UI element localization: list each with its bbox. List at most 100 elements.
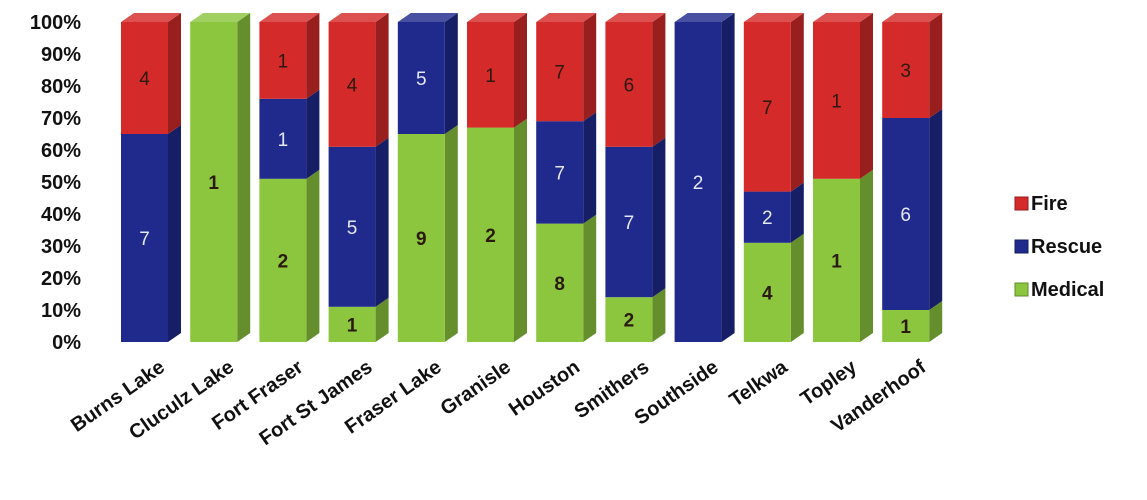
legend-swatch [1014, 282, 1029, 297]
bar-segment-side [790, 13, 804, 192]
y-tick-label: 40% [41, 204, 81, 226]
data-label: 1 [831, 91, 842, 112]
bar-segment-side [375, 297, 389, 342]
legend-label: Medical [1031, 279, 1104, 301]
bar-top [605, 13, 666, 22]
bar-group: 21 [467, 13, 527, 342]
bar-group: 4 2 7 [743, 13, 804, 342]
bar-segment [259, 22, 307, 99]
bar-group: 11 [813, 13, 873, 342]
bar-segment [743, 191, 791, 243]
data-label: 7 [554, 63, 565, 84]
bar-segment-side [306, 13, 320, 99]
data-label: 4 [762, 283, 773, 304]
y-tick-label: 10% [41, 300, 81, 322]
x-category-label: Houston [505, 356, 584, 421]
bar-segment-side [514, 118, 527, 342]
bar-segment-side [652, 137, 666, 298]
data-label: 7 [554, 163, 565, 184]
bar-segment-side [375, 13, 389, 147]
bar-segment-side [929, 109, 943, 310]
bar-segment [397, 134, 445, 342]
bar-top [743, 13, 804, 22]
data-label: 7 [139, 229, 150, 250]
bar-top [674, 13, 735, 22]
bar-top [190, 13, 251, 22]
legend-swatch [1014, 239, 1029, 254]
bar-segment [882, 118, 930, 310]
data-label: 1 [208, 173, 219, 194]
bar-segment-side [444, 13, 458, 134]
bar-segment [536, 22, 584, 122]
bar-segment-side [375, 137, 389, 307]
bar-segment [121, 22, 168, 134]
y-tick-label: 30% [41, 236, 81, 258]
data-label: 4 [347, 75, 358, 96]
data-label: 2 [762, 208, 773, 229]
data-label: 3 [900, 61, 911, 82]
bar-segment [328, 146, 376, 307]
y-tick-label: 60% [41, 140, 81, 162]
data-label: 1 [831, 251, 842, 272]
data-label: 2 [624, 311, 635, 332]
bar-segment [121, 134, 168, 342]
bar-segment-side [790, 182, 804, 243]
legend-label: Rescue [1031, 236, 1102, 258]
bar-segment [259, 98, 307, 179]
data-label: 1 [347, 315, 358, 336]
bar-segment [674, 22, 722, 342]
bar-segment-side [514, 13, 527, 128]
data-label: 6 [900, 205, 911, 226]
bar-group: 2 7 6 [605, 13, 666, 342]
bar-segment [605, 22, 653, 147]
bar-top [328, 13, 389, 22]
bar-segment-side [652, 288, 666, 342]
bar-segment [605, 146, 653, 298]
bar-segment-side [168, 125, 181, 342]
bar-segment [328, 306, 376, 342]
bar-group: 95 [397, 13, 458, 342]
bar-segment-side [237, 13, 251, 342]
bar-segment-side [306, 169, 320, 342]
data-label: 4 [139, 69, 150, 90]
bar-segment [467, 22, 514, 128]
bar-segment [328, 22, 376, 147]
y-tick-label: 100% [30, 12, 81, 34]
bar-segment [813, 22, 860, 179]
data-label: 1 [485, 66, 496, 87]
bar-segment-side [583, 13, 597, 122]
y-tick-label: 0% [52, 332, 81, 354]
bar-group: 1 5 4 [328, 13, 389, 342]
data-label: 1 [278, 51, 289, 72]
data-label: 7 [624, 213, 635, 234]
x-category-label: Granisle [437, 356, 515, 420]
y-tick-label: 80% [41, 76, 81, 98]
bar-group: 2 [674, 13, 735, 342]
bar-segment-side [790, 233, 804, 342]
bar-segment [605, 297, 653, 342]
bar-top [467, 13, 527, 22]
data-label: 6 [624, 75, 635, 96]
data-label: 1 [278, 130, 289, 151]
bar-segment [882, 310, 930, 342]
bar-segment-side [860, 169, 873, 342]
y-tick-label: 50% [41, 172, 81, 194]
data-label: 8 [554, 274, 565, 295]
y-tick-label: 20% [41, 268, 81, 290]
bar-group: 8 7 7 [536, 13, 597, 342]
bar-group: 1 [190, 13, 251, 342]
bar-segment-side [168, 13, 181, 134]
bar-segment-side [929, 13, 943, 118]
bar-segment [190, 22, 238, 342]
legend-swatch [1014, 196, 1029, 211]
data-label: 2 [693, 173, 704, 194]
bar-group: 2 1 1 [259, 13, 320, 342]
y-tick-label: 70% [41, 108, 81, 130]
legend-label: Fire [1031, 193, 1068, 215]
bar-top [121, 13, 181, 22]
data-label: 7 [762, 98, 773, 119]
data-label: 2 [485, 226, 496, 247]
bar-top [536, 13, 597, 22]
